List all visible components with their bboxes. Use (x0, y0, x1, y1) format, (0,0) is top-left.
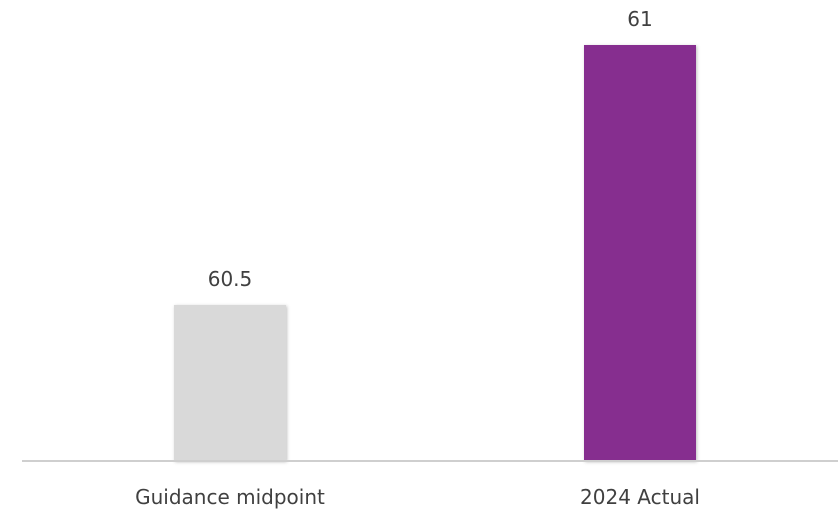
x-tick-label: Guidance midpoint (135, 485, 325, 509)
data-label: 61 (627, 7, 652, 31)
data-label: 60.5 (208, 267, 253, 291)
bars-layer (174, 45, 696, 461)
bar-guidance-midpoint (174, 305, 286, 461)
x-tick-label: 2024 Actual (580, 485, 700, 509)
labels-layer: 60.5 Guidance midpoint 61 2024 Actual (135, 7, 700, 509)
bar-2024-actual (584, 45, 696, 461)
